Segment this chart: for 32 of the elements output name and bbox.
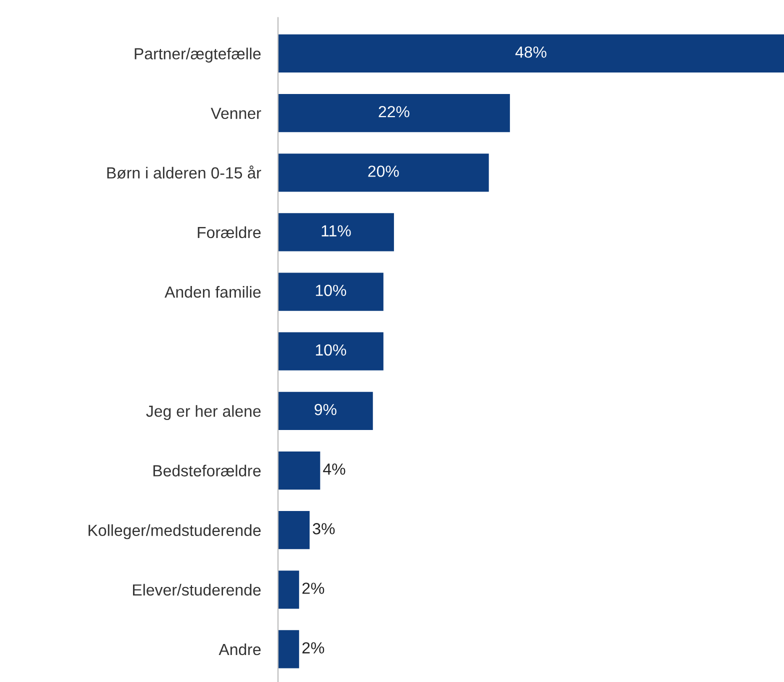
data-label: 10% [316,284,346,296]
data-label: 48% [515,46,546,58]
data-label: 3% [312,523,335,534]
y-tick-label: Jeg er her alene [146,405,261,420]
bar [278,154,489,192]
data-label: 22% [378,106,410,118]
bar [278,451,320,490]
data-label: 20% [368,166,399,177]
y-tick-label: Partner/ægtefælle [134,48,261,63]
bar [278,272,384,311]
y-tick-label: Andre [218,643,261,656]
y-tick-label: Bedsteforældre [153,464,261,476]
bar [278,332,384,370]
y-tick-label: Anden familie [164,286,261,298]
bar [278,34,784,73]
data-label: 10% [316,344,346,356]
y-tick-label: Forældre [198,226,261,238]
y-tick-label: Kolleger/medstuderende [88,524,261,540]
bar [278,213,394,252]
data-label: 4% [323,464,346,475]
y-tick-label: Børn i alderen 0-15 år [107,166,262,179]
bar [278,630,300,668]
bar [278,570,300,609]
data-label: 11% [322,225,351,236]
bar [278,511,310,550]
bar [278,94,510,132]
bar [278,392,373,430]
data-label: 2% [302,582,324,594]
y-tick-label: Elever/studerende [133,584,261,596]
data-label: 9% [314,404,336,416]
data-label: 2% [302,642,324,654]
y-tick-label: Venner [210,108,262,119]
